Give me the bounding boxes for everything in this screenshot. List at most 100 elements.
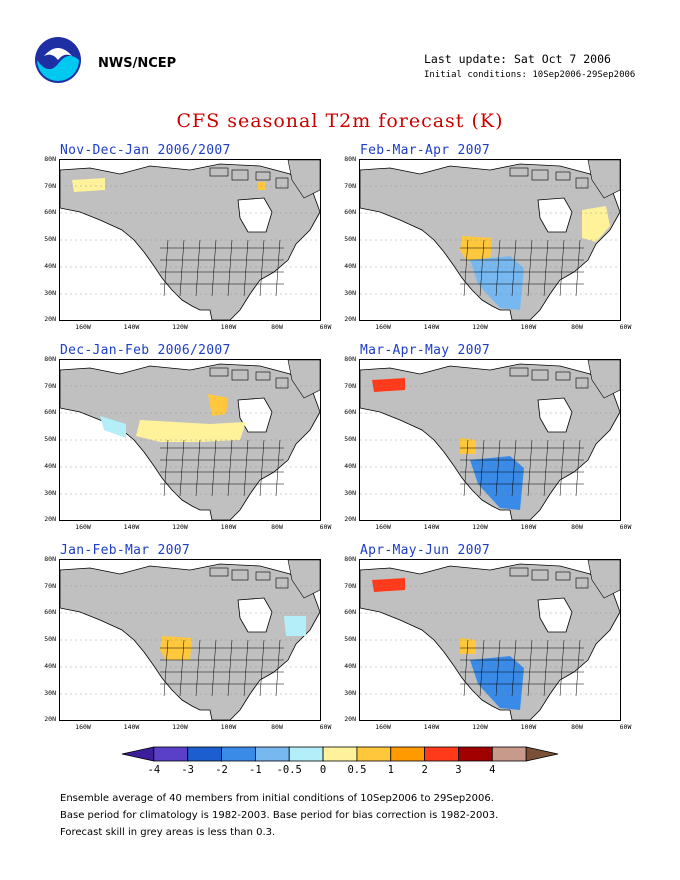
legend-label: 2 <box>421 764 428 776</box>
hudson-bay <box>537 397 573 433</box>
longitude-label: 160W <box>75 323 91 331</box>
state-border <box>275 239 281 297</box>
panel-title-djf: Dec-Jan-Feb 2006/2007 <box>60 343 231 358</box>
state-border <box>275 639 281 697</box>
state-border <box>527 439 533 497</box>
legend-swatch <box>390 746 426 762</box>
arctic-island <box>209 367 229 377</box>
greenland <box>287 360 320 399</box>
anomaly-canadian-prairies <box>136 420 246 442</box>
arctic-island <box>509 167 529 177</box>
forecast-map-amj <box>359 559 621 721</box>
latitude-label: 70N <box>344 181 356 190</box>
longitude-label: 160W <box>375 323 391 331</box>
arctic-island <box>255 571 271 581</box>
anomaly-hudson-bay-west <box>208 394 228 416</box>
latitude-label: 20N <box>344 715 356 724</box>
longitude-label: 120W <box>172 323 188 331</box>
agency-name: NWS/NCEP <box>98 56 177 71</box>
longitude-label: 140W <box>423 323 440 331</box>
latitude-label: 80N <box>344 555 356 563</box>
anomaly-alaska-north <box>72 178 105 192</box>
arctic-island <box>531 569 549 581</box>
noaa-logo <box>34 36 82 84</box>
map-canvas <box>60 560 320 720</box>
arctic-island <box>509 567 529 577</box>
latitude-label: 70N <box>44 381 56 390</box>
longitude-label: 80W <box>571 723 583 731</box>
state-border <box>575 639 581 697</box>
arctic-island <box>231 569 249 581</box>
arctic-island <box>255 171 271 181</box>
longitude-label: 60W <box>619 523 632 531</box>
latitude-label: 30N <box>44 488 56 497</box>
legend-label: 0.5 <box>347 764 367 776</box>
state-border <box>559 439 565 497</box>
state-border <box>243 239 249 297</box>
anomaly-alaska-north <box>372 578 405 592</box>
legend-swatch <box>153 746 189 762</box>
panel-title-mam: Mar-Apr-May 2007 <box>360 343 491 358</box>
arctic-island <box>575 377 589 389</box>
legend-label: 0 <box>319 764 327 776</box>
arctic-island <box>575 577 589 589</box>
latitude-label: 30N <box>44 288 56 297</box>
longitude-label: 120W <box>172 723 188 731</box>
latitude-label: 40N <box>344 461 356 470</box>
legend-label: -3 <box>181 764 195 776</box>
footer-line: Ensemble average of 40 members from init… <box>60 793 494 804</box>
arctic-island <box>231 369 249 381</box>
state-border <box>479 639 485 697</box>
state-border <box>179 439 185 497</box>
latitude-label: 80N <box>44 155 56 163</box>
arctic-island <box>555 571 571 581</box>
latitude-label: 20N <box>44 315 56 324</box>
latitude-label: 60N <box>44 208 56 217</box>
longitude-label: 100W <box>520 323 537 331</box>
state-border <box>275 439 281 497</box>
longitude-label: 160W <box>75 723 91 731</box>
hudson-bay <box>237 397 273 433</box>
greenland <box>587 160 620 199</box>
initial-conditions-text: Initial conditions: 10Sep2006-29Sep2006 <box>424 70 636 80</box>
state-border <box>211 439 217 497</box>
latitude-label: 20N <box>344 315 356 324</box>
legend-swatch <box>121 746 155 762</box>
state-border <box>211 239 217 297</box>
state-border <box>163 639 169 697</box>
state-border <box>163 239 169 297</box>
latitude-label: 20N <box>344 515 356 524</box>
panel-title-fma: Feb-Mar-Apr 2007 <box>360 143 491 158</box>
arctic-island <box>275 377 289 389</box>
anomaly-pacific-northwest <box>460 438 476 454</box>
arctic-island <box>575 177 589 189</box>
greenland <box>287 160 320 199</box>
state-border <box>259 239 265 297</box>
state-border <box>511 439 517 497</box>
state-border <box>511 639 517 697</box>
latitude-label: 40N <box>44 261 56 270</box>
state-border <box>543 439 549 497</box>
hudson-bay <box>237 197 273 233</box>
state-border <box>259 439 265 497</box>
state-border <box>559 639 565 697</box>
latitude-label: 20N <box>44 515 56 524</box>
arctic-island <box>555 171 571 181</box>
state-border <box>479 239 485 297</box>
legend-swatch <box>187 746 222 762</box>
state-border <box>243 439 249 497</box>
longitude-label: 80W <box>271 523 283 531</box>
state-border <box>511 239 517 297</box>
latitude-label: 30N <box>44 688 56 697</box>
legend-swatch <box>491 746 527 762</box>
legend-swatch <box>322 746 358 762</box>
greenland <box>587 560 620 599</box>
legend-swatch <box>221 746 256 762</box>
state-border <box>527 639 533 697</box>
forecast-map-ndj <box>59 159 321 321</box>
latitude-label: 60N <box>344 408 356 417</box>
latitude-label: 70N <box>344 581 356 590</box>
state-border <box>195 639 201 697</box>
latitude-label: 30N <box>344 488 356 497</box>
arctic-island <box>275 577 289 589</box>
